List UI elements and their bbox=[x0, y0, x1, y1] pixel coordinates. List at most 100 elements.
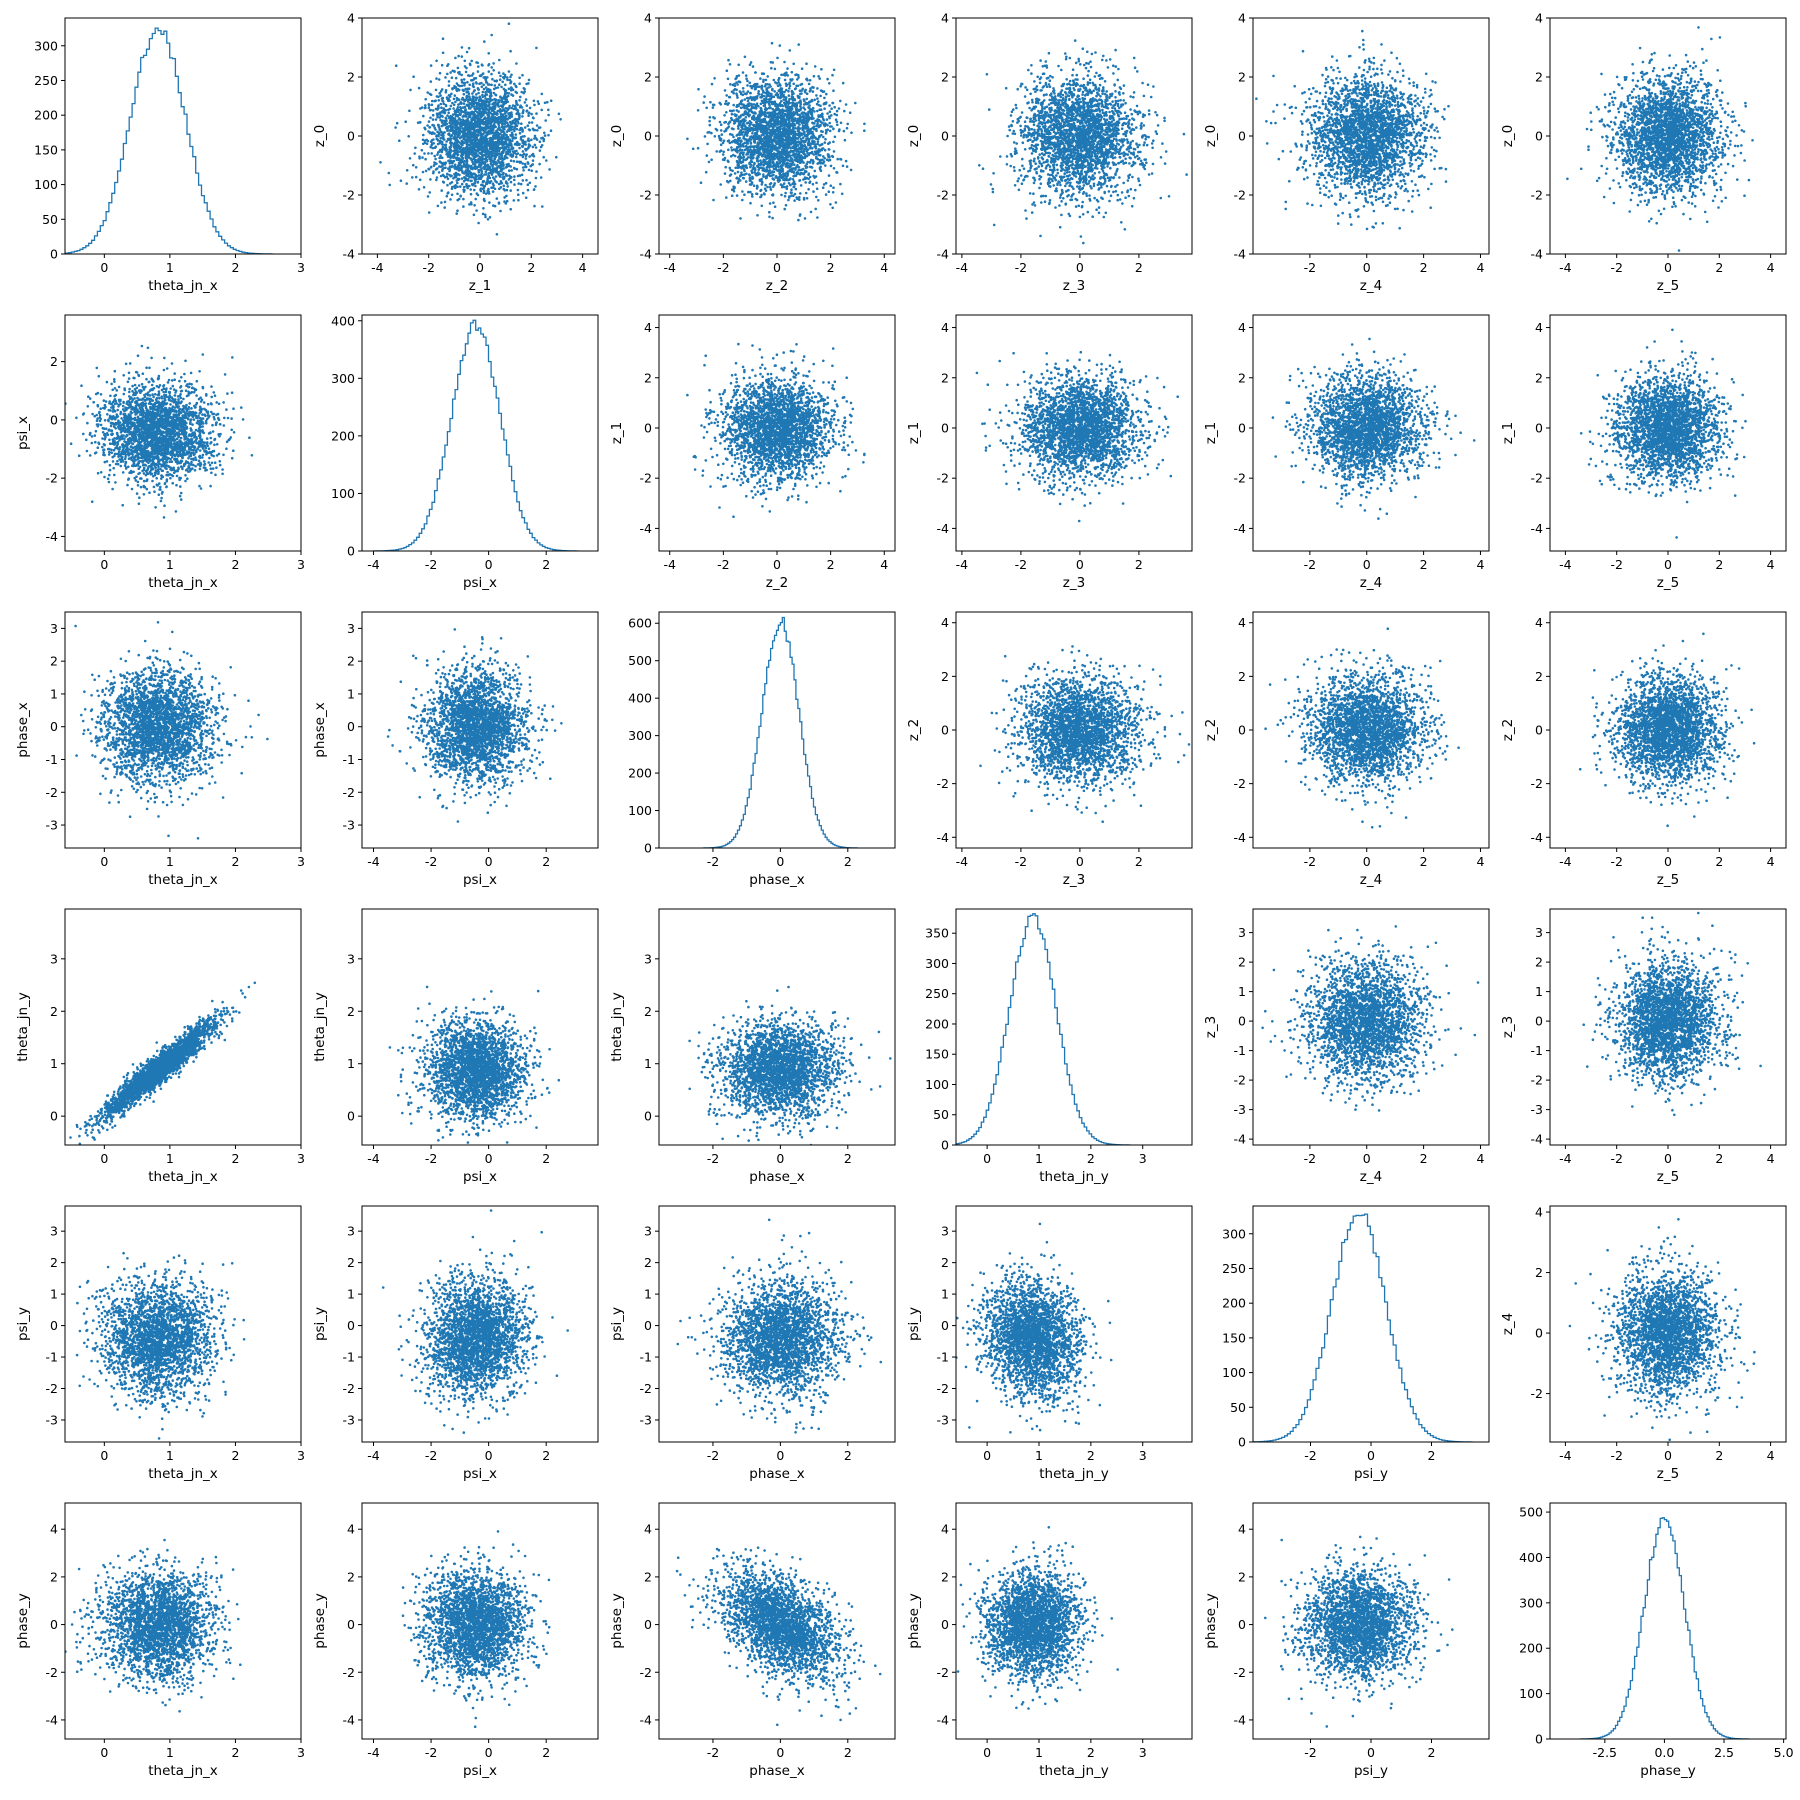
x-axis-label: psi_x bbox=[463, 575, 497, 591]
y-tick-label: 200 bbox=[34, 108, 58, 123]
y-tick-label: 2 bbox=[347, 654, 355, 669]
plot-area bbox=[1271, 337, 1476, 520]
y-tick-label: 0 bbox=[50, 247, 58, 262]
plot-area bbox=[1261, 925, 1480, 1112]
x-axis-label: phase_x bbox=[749, 1169, 804, 1185]
plot-area bbox=[1578, 632, 1756, 827]
y-tick-label: 0 bbox=[1238, 1014, 1246, 1029]
y-tick-label: -4 bbox=[937, 521, 950, 536]
scatter-points bbox=[386, 628, 563, 823]
y-tick-label: 4 bbox=[1535, 11, 1543, 26]
y-tick-label: 4 bbox=[50, 1522, 58, 1537]
y-tick-label: 4 bbox=[1238, 1522, 1246, 1537]
y-tick-label: 4 bbox=[644, 320, 652, 335]
x-tick-label: -4 bbox=[663, 260, 676, 275]
y-tick-label: 3 bbox=[644, 951, 652, 966]
y-tick-label: 250 bbox=[34, 73, 58, 88]
x-tick-label: 0 bbox=[100, 260, 108, 275]
y-tick-label: 200 bbox=[628, 766, 652, 781]
x-tick-label: 0 bbox=[100, 1151, 108, 1166]
scatter-points bbox=[1579, 328, 1747, 539]
x-axis-label: theta_jn_y bbox=[1039, 1763, 1109, 1779]
y-tick-label: -1 bbox=[46, 752, 58, 767]
x-axis-label: psi_x bbox=[463, 872, 497, 888]
panel-r2-c3: -4 -2 0 2 -4 -2 0 2 4 z_3 z_2 bbox=[906, 611, 1193, 888]
y-tick-label: 2 bbox=[347, 1255, 355, 1270]
axes-frame bbox=[64, 611, 302, 849]
x-tick-label: -2 bbox=[1610, 854, 1622, 869]
plot-area bbox=[401, 1530, 551, 1728]
y-tick-label: 0 bbox=[941, 1138, 949, 1153]
y-tick-label: -3 bbox=[46, 1412, 58, 1427]
scatter-points bbox=[956, 1222, 1113, 1434]
y-axis-label: z_3 bbox=[1500, 1016, 1516, 1038]
y-tick-label: -4 bbox=[640, 521, 653, 536]
x-axis-label: theta_jn_x bbox=[148, 278, 218, 294]
y-tick-label: -4 bbox=[343, 1712, 356, 1727]
y-axis-label: z_0 bbox=[609, 125, 625, 147]
y-tick-label: 0 bbox=[941, 1617, 949, 1632]
x-tick-label: 2 bbox=[231, 557, 239, 572]
y-tick-label: -1 bbox=[640, 1350, 652, 1365]
x-tick-label: 2 bbox=[1715, 1448, 1723, 1463]
x-tick-label: 4 bbox=[1767, 557, 1775, 572]
x-axis-label: phase_x bbox=[749, 872, 804, 888]
y-tick-label: 1 bbox=[347, 1056, 355, 1071]
scatter-points bbox=[379, 22, 562, 236]
panel-r3-c5: -4 -2 0 2 4 -4 -3 -2 -1 0 1 2 3 z_5 z_3 bbox=[1500, 908, 1787, 1185]
x-tick-label: -4 bbox=[1559, 1448, 1572, 1463]
panel-r0-c1: -4 -2 0 2 4 -4 -2 0 2 4 z_1 z_0 bbox=[312, 11, 599, 294]
y-tick-label: 0 bbox=[644, 841, 652, 856]
panel-r1-c3: -4 -2 0 2 -4 -2 0 2 4 z_3 z_1 bbox=[906, 314, 1193, 591]
y-tick-label: 0 bbox=[347, 719, 355, 734]
y-tick-label: 300 bbox=[1519, 1595, 1543, 1610]
x-tick-label: -2 bbox=[717, 557, 729, 572]
histogram-step bbox=[65, 27, 274, 254]
y-tick-label: 500 bbox=[1519, 1505, 1543, 1520]
y-tick-label: 0 bbox=[644, 420, 652, 435]
x-tick-label: -4 bbox=[956, 557, 969, 572]
y-tick-label: 50 bbox=[1230, 1400, 1246, 1415]
x-tick-label: 0 bbox=[776, 1151, 784, 1166]
y-axis-label: phase_y bbox=[15, 1593, 31, 1648]
x-tick-label: 2 bbox=[1420, 854, 1428, 869]
x-tick-label: 0 bbox=[1363, 557, 1371, 572]
x-tick-label: 3 bbox=[297, 260, 305, 275]
y-tick-label: 300 bbox=[34, 38, 58, 53]
y-tick-label: 2 bbox=[50, 654, 58, 669]
x-tick-label: 0 bbox=[1664, 1448, 1672, 1463]
x-tick-label: 2 bbox=[542, 1745, 550, 1760]
y-tick-label: -3 bbox=[46, 818, 58, 833]
y-tick-label: -2 bbox=[343, 188, 355, 203]
y-tick-label: 3 bbox=[347, 1224, 355, 1239]
y-tick-label: 0 bbox=[50, 1617, 58, 1632]
x-axis-label: theta_jn_y bbox=[1039, 1169, 1109, 1185]
x-tick-label: 0 bbox=[1076, 854, 1084, 869]
y-axis-label: phase_y bbox=[609, 1593, 625, 1648]
y-tick-label: 4 bbox=[1238, 11, 1246, 26]
y-tick-label: 300 bbox=[331, 371, 355, 386]
x-tick-label: 0 bbox=[485, 1745, 493, 1760]
x-tick-label: 2 bbox=[231, 1745, 239, 1760]
x-tick-label: 0 bbox=[1664, 854, 1672, 869]
axes-frame bbox=[955, 1502, 1193, 1740]
y-tick-label: 350 bbox=[925, 926, 949, 941]
y-axis-label: z_1 bbox=[1203, 422, 1219, 444]
plot-area bbox=[1255, 29, 1450, 231]
y-tick-label: 400 bbox=[331, 313, 355, 328]
plot-area bbox=[956, 913, 1131, 1145]
y-tick-label: 4 bbox=[941, 615, 949, 630]
y-tick-label: 200 bbox=[331, 428, 355, 443]
y-tick-label: -1 bbox=[343, 1350, 355, 1365]
y-tick-label: -2 bbox=[1531, 1073, 1543, 1088]
x-tick-label: 0 bbox=[983, 1448, 991, 1463]
y-tick-label: 2 bbox=[644, 370, 652, 385]
y-tick-label: 0 bbox=[1238, 1435, 1246, 1450]
y-tick-label: 3 bbox=[347, 951, 355, 966]
y-tick-label: 2 bbox=[50, 1569, 58, 1584]
x-tick-label: -4 bbox=[663, 557, 676, 572]
y-tick-label: 100 bbox=[925, 1077, 949, 1092]
panel-r1-c5: -4 -2 0 2 4 -4 -2 0 2 4 z_5 z_1 bbox=[1500, 314, 1787, 591]
x-tick-label: 3 bbox=[1139, 1151, 1147, 1166]
x-tick-label: 4 bbox=[1767, 260, 1775, 275]
